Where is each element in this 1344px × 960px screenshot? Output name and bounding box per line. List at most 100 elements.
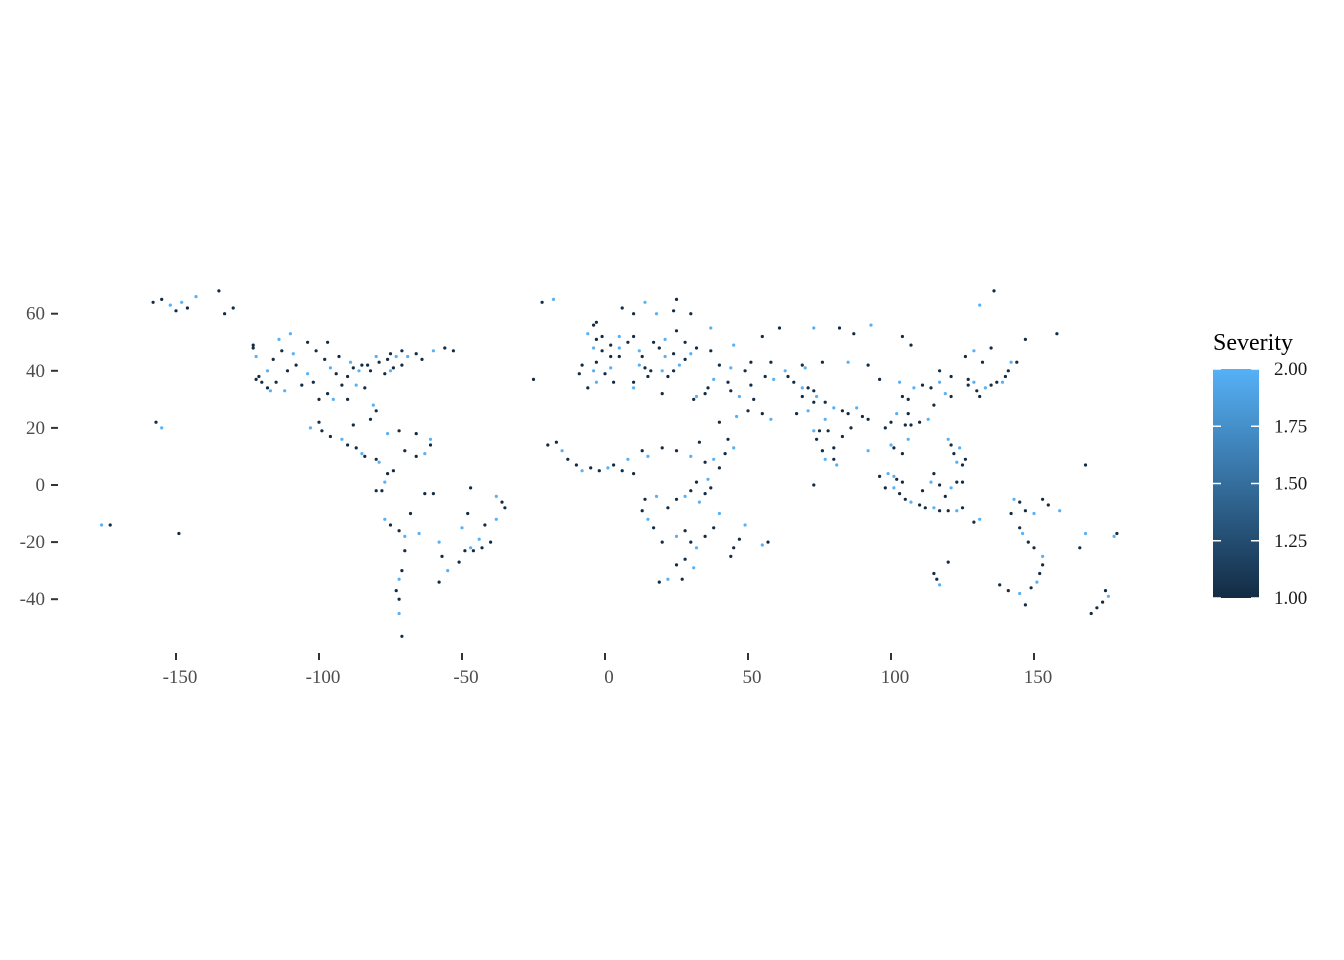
data-point (978, 517, 982, 521)
data-point (963, 354, 968, 359)
data-point (600, 334, 604, 339)
data-point (223, 312, 227, 316)
data-point (660, 392, 664, 396)
x-tick-label: -50 (453, 667, 478, 688)
data-point (320, 429, 324, 433)
data-point (363, 454, 367, 458)
data-point (471, 549, 475, 553)
data-point (612, 463, 616, 467)
data-point (168, 303, 172, 307)
data-point (566, 457, 570, 461)
data-point (815, 437, 819, 441)
data-point (288, 332, 292, 336)
data-point (417, 531, 421, 536)
data-point (388, 523, 393, 527)
data-point (643, 366, 647, 370)
data-point (923, 506, 927, 510)
data-point (503, 506, 507, 510)
data-point (955, 480, 959, 484)
data-point (1015, 360, 1019, 364)
data-point (760, 334, 764, 339)
data-point (972, 349, 976, 353)
data-point (640, 354, 644, 359)
data-point (866, 449, 870, 453)
data-point (386, 432, 390, 436)
data-point (726, 380, 730, 384)
data-point (823, 400, 827, 404)
x-tick-label: -100 (306, 667, 341, 688)
data-point (792, 380, 796, 384)
data-point (769, 360, 773, 364)
data-point (812, 389, 816, 393)
data-point (674, 534, 679, 539)
data-point (180, 300, 184, 304)
data-point (689, 454, 693, 458)
data-point (626, 340, 630, 344)
data-point (265, 386, 270, 390)
data-point (883, 486, 887, 490)
data-point (428, 437, 433, 441)
y-tick-label: 20 (26, 418, 45, 439)
data-point (1009, 511, 1013, 516)
data-point (706, 386, 710, 390)
data-point (308, 426, 312, 430)
data-point (466, 511, 470, 516)
data-point (812, 400, 816, 404)
data-point (932, 472, 936, 476)
data-point (626, 457, 630, 461)
data-point (177, 531, 181, 536)
data-point (154, 420, 158, 424)
data-point (989, 346, 993, 350)
data-point (694, 394, 699, 399)
data-point (617, 354, 621, 359)
data-point (666, 577, 670, 581)
data-point (460, 526, 464, 530)
data-point (311, 380, 315, 384)
data-point (437, 540, 441, 544)
data-point (683, 529, 687, 533)
data-point (955, 460, 959, 464)
data-point (654, 494, 659, 498)
data-point (909, 343, 913, 347)
data-point (992, 289, 996, 293)
data-point (743, 369, 747, 373)
data-point (737, 537, 742, 541)
data-point (889, 443, 893, 447)
data-point (694, 546, 699, 550)
data-point (960, 506, 965, 510)
data-point (892, 486, 896, 490)
data-point (360, 452, 364, 456)
data-point (878, 377, 882, 381)
data-point (883, 426, 887, 430)
data-point (603, 372, 607, 376)
data-point (800, 394, 804, 399)
data-point (898, 492, 902, 496)
data-point (903, 497, 907, 501)
data-point (108, 523, 112, 527)
x-tick-label: -150 (163, 667, 198, 688)
data-point (1006, 369, 1010, 373)
data-point (760, 543, 764, 547)
data-point (632, 334, 636, 339)
data-point (900, 480, 905, 484)
data-point (294, 363, 298, 367)
data-point (717, 420, 722, 424)
data-point (732, 446, 736, 450)
data-point (400, 634, 404, 638)
data-point (820, 360, 825, 364)
data-point (400, 349, 404, 353)
data-point (989, 383, 993, 387)
data-point (660, 369, 664, 373)
data-point (649, 369, 653, 373)
data-point (860, 414, 865, 419)
data-point (949, 394, 953, 399)
data-point (540, 300, 544, 304)
data-point (760, 412, 764, 416)
data-point (932, 403, 936, 407)
data-point (632, 386, 636, 390)
data-point (663, 337, 667, 341)
y-tick-label: -40 (20, 589, 45, 610)
data-point (414, 454, 418, 458)
legend-tick-label: 1.00 (1274, 588, 1307, 609)
